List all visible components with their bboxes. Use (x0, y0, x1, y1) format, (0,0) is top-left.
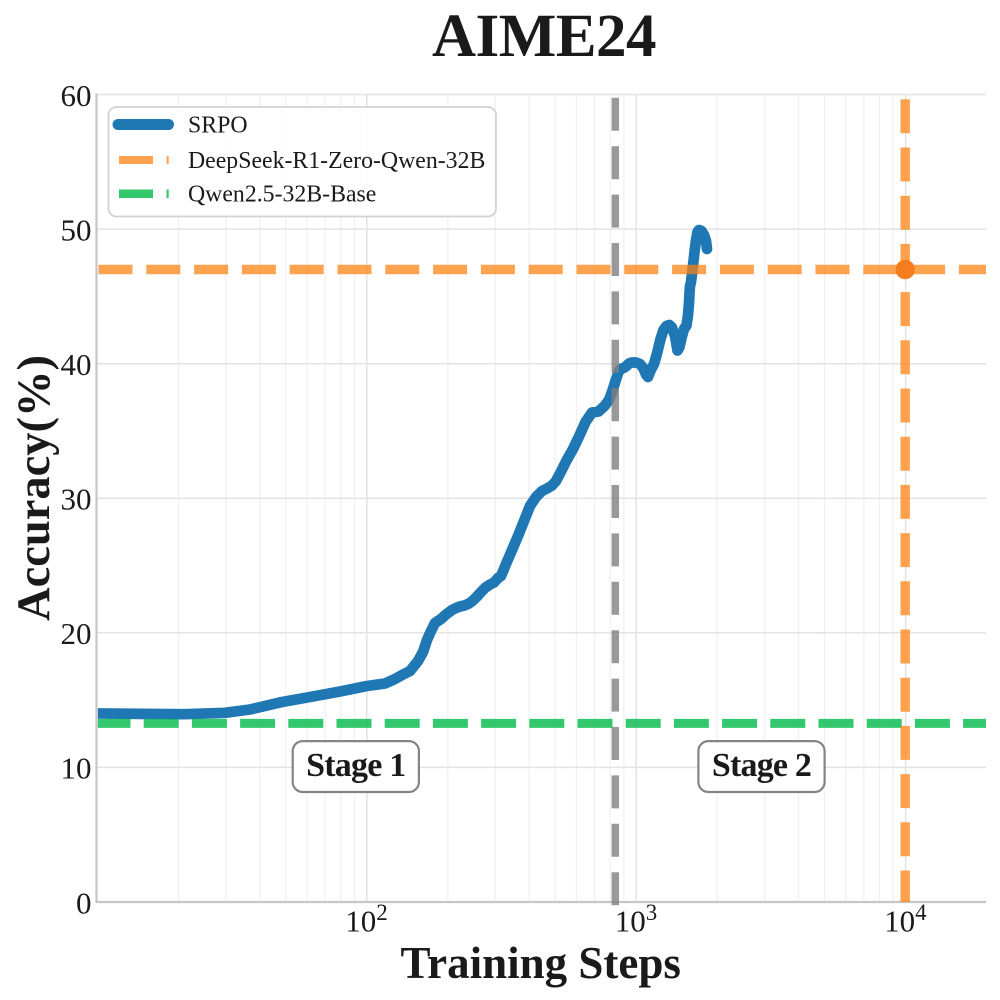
svg-text:Training Steps: Training Steps (400, 938, 680, 988)
svg-text:0: 0 (76, 885, 92, 920)
svg-text:30: 30 (61, 482, 92, 517)
svg-text:50: 50 (61, 212, 92, 247)
svg-text:60: 60 (61, 78, 92, 113)
svg-text:Stage 2: Stage 2 (712, 747, 811, 784)
svg-text:102: 102 (345, 900, 388, 939)
svg-text:104: 104 (884, 900, 927, 939)
svg-text:Stage 1: Stage 1 (306, 747, 405, 784)
svg-text:Accuracy(%): Accuracy(%) (9, 355, 60, 621)
svg-text:103: 103 (615, 900, 658, 939)
svg-text:SRPO: SRPO (188, 112, 248, 138)
svg-text:DeepSeek-R1-Zero-Qwen-32B: DeepSeek-R1-Zero-Qwen-32B (188, 148, 485, 174)
svg-text:40: 40 (61, 347, 92, 382)
svg-text:AIME24: AIME24 (432, 3, 656, 70)
svg-text:10: 10 (61, 751, 92, 786)
svg-text:20: 20 (61, 616, 92, 651)
svg-text:Qwen2.5-32B-Base: Qwen2.5-32B-Base (188, 181, 376, 207)
